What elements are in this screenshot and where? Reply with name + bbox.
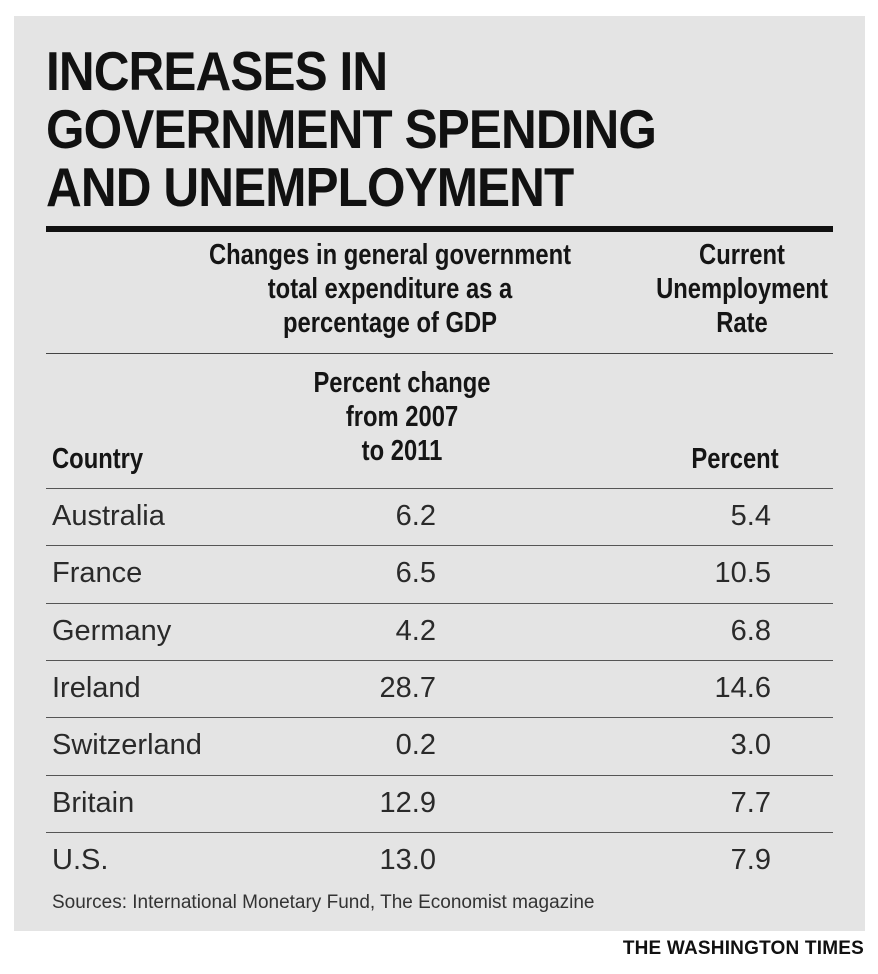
unemployment-unit-header: Percent [691, 443, 779, 475]
header-line: total expenditure as a [267, 273, 513, 305]
header-line: Rate [716, 307, 768, 339]
gov-change-cell: 6.5 [395, 557, 436, 590]
gov-spending-header: Changes in general government total expe… [193, 238, 587, 340]
table-row: U.S. 13.0 7.9 [46, 831, 833, 889]
row-divider [46, 831, 833, 833]
table-row: Switzerland 0.2 3.0 [46, 717, 833, 774]
row-divider [46, 488, 833, 489]
country-cell: Switzerland [52, 729, 202, 762]
country-cell: Australia [52, 500, 165, 532]
country-cell: Britain [52, 786, 135, 819]
publisher-credit: THE WASHINGTON TIMES [622, 938, 864, 959]
country-cell: Ireland [52, 671, 141, 704]
gov-change-cell: 12.9 [379, 786, 436, 819]
table-bottom [46, 888, 833, 889]
unemployment-cell: 14.6 [714, 671, 771, 704]
table-row: France 6.5 10.5 [46, 545, 833, 602]
header-line: percentage of GDP [282, 307, 498, 339]
country-column-header: Country [52, 443, 144, 475]
row-divider [46, 659, 833, 661]
gov-change-subheader: Percent change from 2007 to 2011 [279, 366, 525, 468]
chart-title: INCREASES IN GOVERNMENT SPENDING AND UNE… [46, 42, 766, 216]
title-line: AND UNEMPLOYMENT [46, 156, 574, 218]
table-row: Britain 12.9 7.7 [46, 774, 833, 832]
unemployment-cell: 5.4 [730, 500, 771, 532]
subheader-line: from 2007 [345, 401, 459, 433]
unemployment-cell: 3.0 [730, 729, 771, 762]
gov-change-cell: 28.7 [379, 671, 436, 704]
row-divider [46, 717, 833, 719]
header-line: Current [699, 239, 785, 271]
header-line: Changes in general government [208, 239, 572, 271]
subheader-line: to 2011 [361, 435, 443, 467]
table-row: Germany 4.2 6.8 [46, 602, 833, 660]
country-cell: France [52, 557, 143, 590]
table-panel [14, 16, 865, 931]
table-row: Australia 6.2 5.4 [46, 488, 833, 545]
country-cell: U.S. [52, 843, 109, 876]
subheader-line: Percent change [313, 367, 491, 399]
source-note: Sources: International Monetary Fund, Th… [52, 892, 595, 913]
unemployment-cell: 6.8 [730, 614, 771, 647]
unemployment-cell: 7.9 [730, 843, 771, 876]
row-divider [46, 545, 833, 547]
gov-change-cell: 13.0 [379, 843, 436, 876]
unemployment-cell: 10.5 [714, 557, 771, 590]
gov-change-cell: 4.2 [395, 614, 436, 647]
unemployment-cell: 7.7 [730, 786, 771, 819]
country-cell: Germany [52, 614, 172, 647]
row-divider [46, 602, 833, 604]
header-rule [46, 353, 833, 354]
table-row: Ireland 28.7 14.6 [46, 659, 833, 717]
unemployment-header: Current Unemployment Rate [635, 238, 848, 340]
title-line: GOVERNMENT SPENDING [46, 98, 657, 160]
row-divider [46, 774, 833, 776]
gov-change-cell: 0.2 [395, 729, 436, 762]
title-rule [46, 226, 833, 232]
header-line: Unemployment [656, 273, 828, 305]
gov-change-cell: 6.2 [395, 500, 436, 532]
title-line: INCREASES IN [46, 40, 388, 102]
